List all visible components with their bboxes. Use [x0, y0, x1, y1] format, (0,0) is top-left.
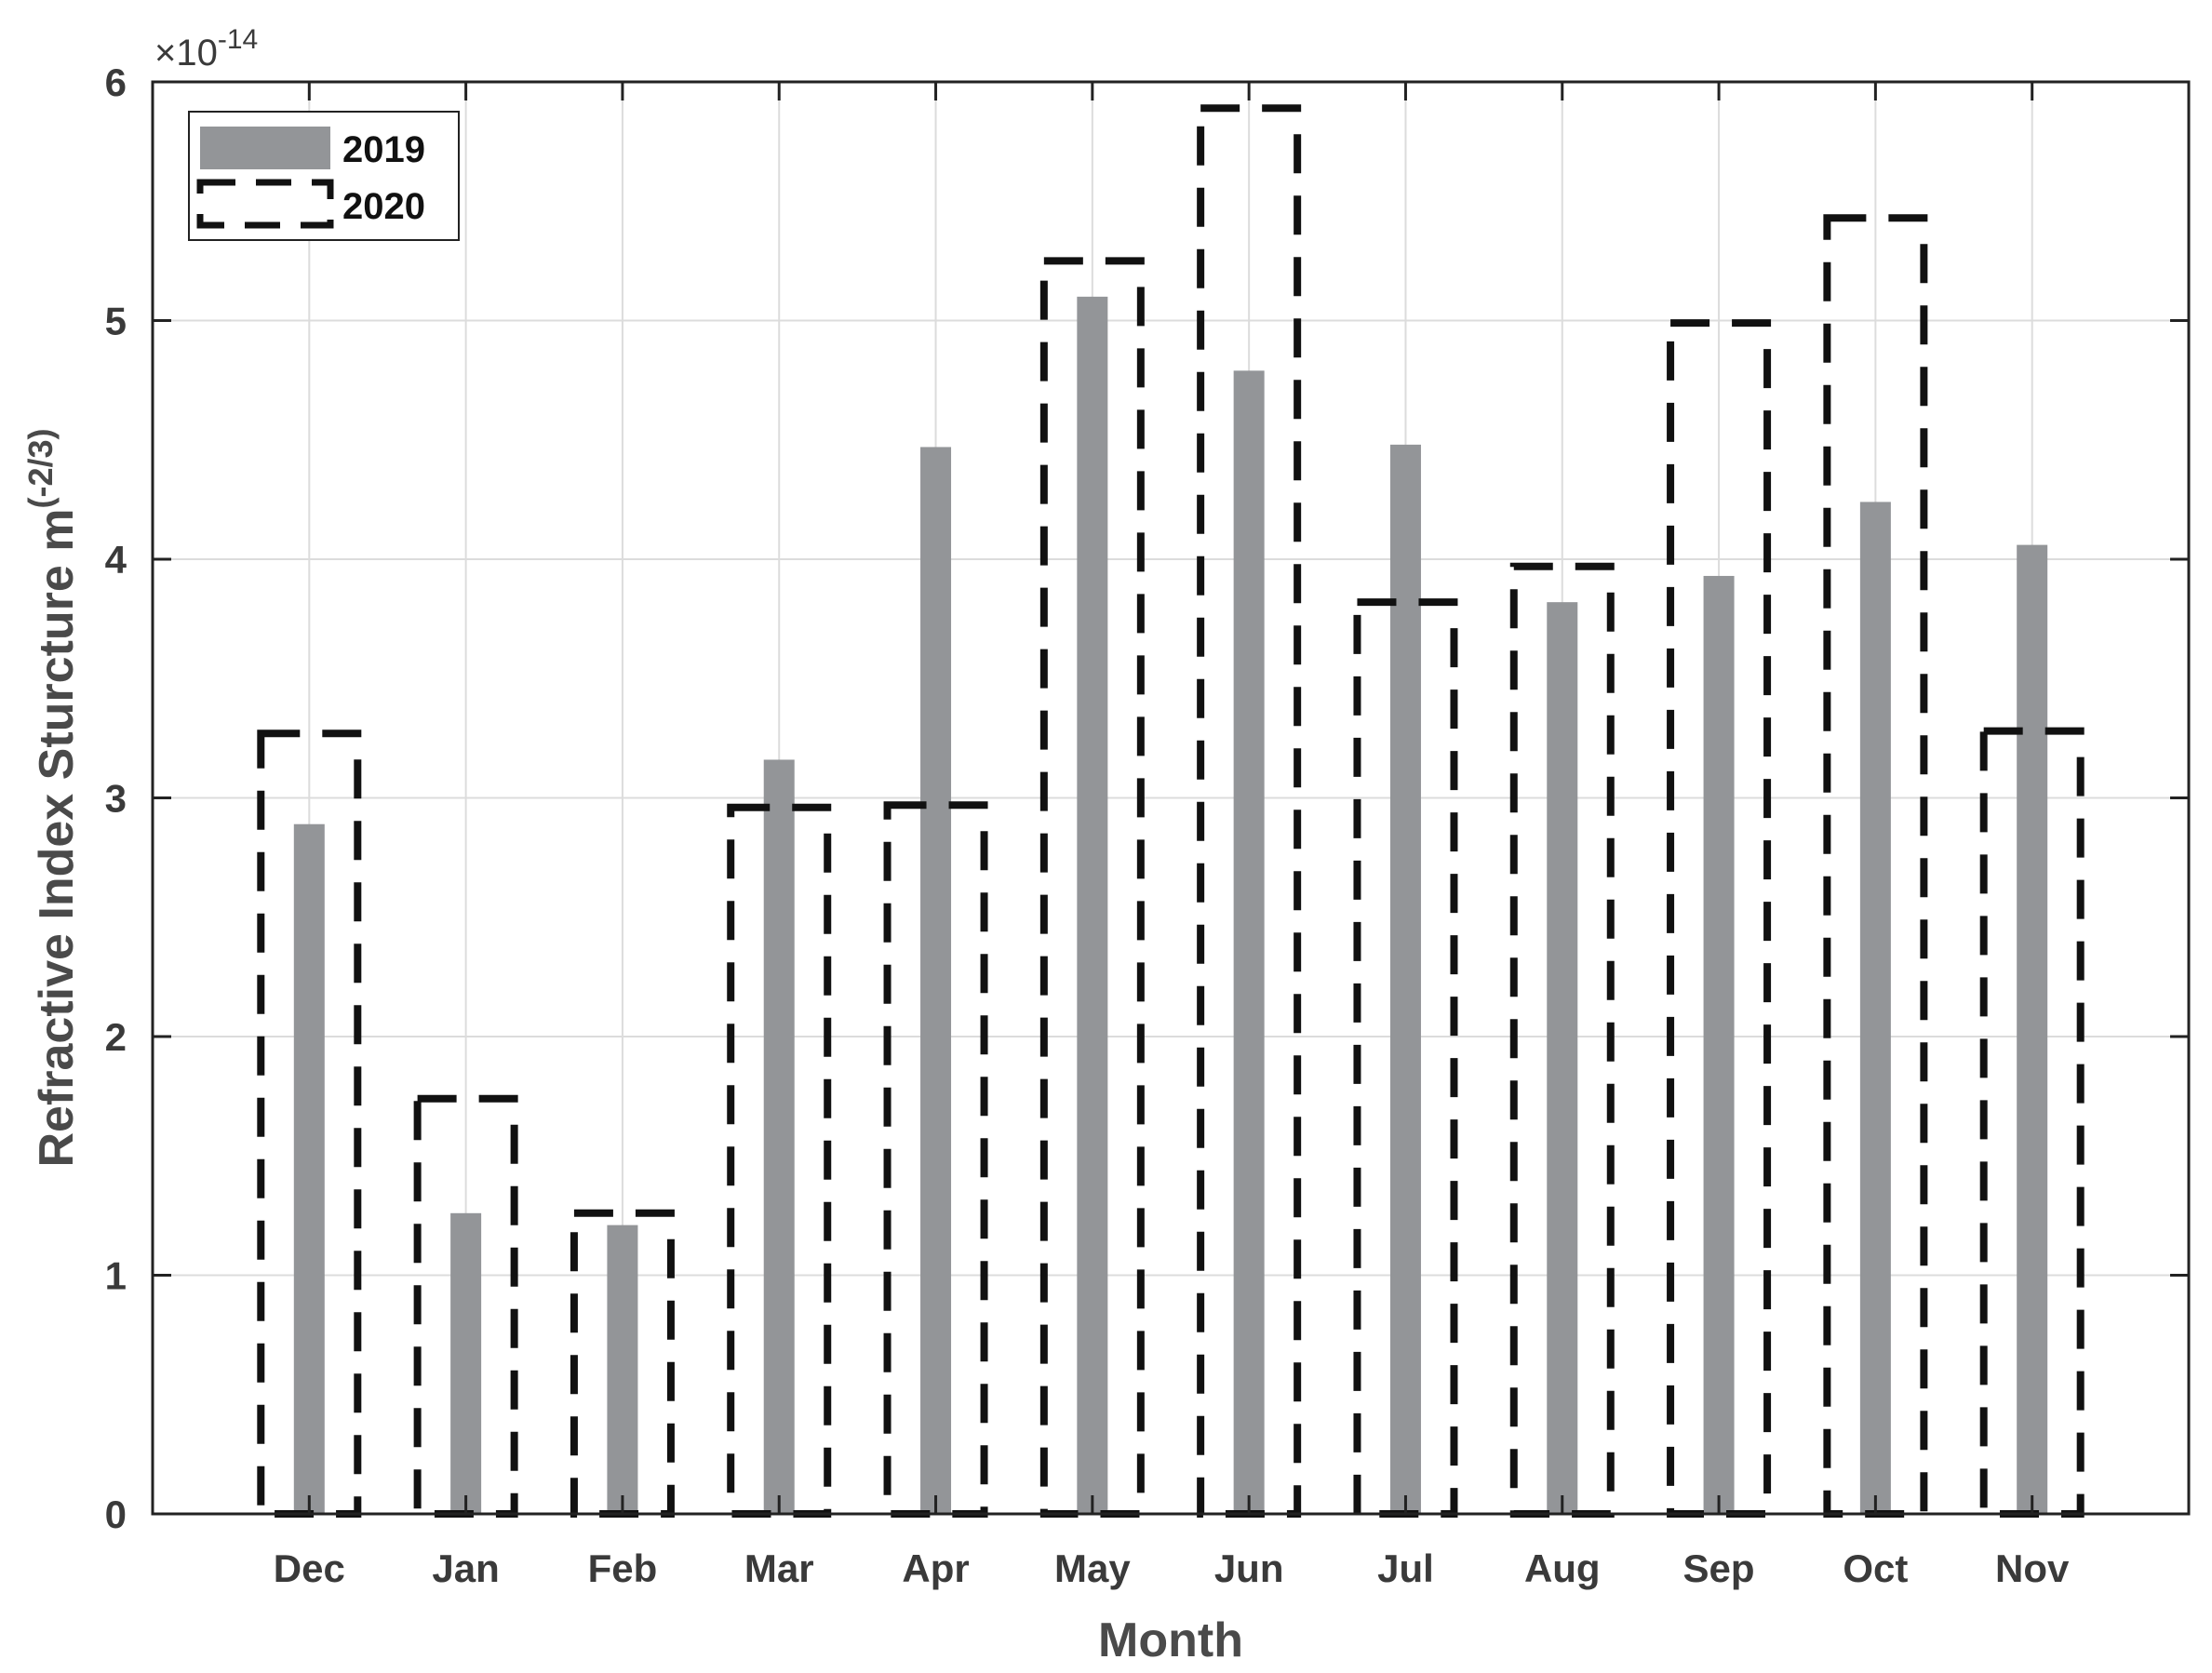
legend-label-2019: 2019 [342, 129, 425, 170]
bar-2020-sep [1667, 319, 1772, 1519]
x-tick-label: Feb [588, 1546, 658, 1590]
bar-2019-jul [1389, 444, 1421, 1514]
axis-ticks [153, 80, 2189, 1516]
bar-2020-apr [883, 801, 988, 1518]
legend-label-2020: 2020 [342, 186, 425, 227]
y-axis-label-text: Refractive Index Sturcture m [30, 508, 84, 1167]
y-tick-labels: 0 1 2 3 4 5 6 [105, 60, 127, 1536]
bar-2019-nov [2017, 544, 2048, 1514]
y-multiplier-exponent: -14 [218, 24, 258, 55]
x-tick-label: Apr [902, 1546, 969, 1590]
legend-swatch-2020 [196, 179, 334, 229]
y-tick-label: 0 [105, 1492, 127, 1536]
x-tick-label: May [1054, 1546, 1131, 1590]
bar-2019-may [1077, 296, 1108, 1515]
bar-2019-feb [607, 1225, 638, 1514]
bar-2020-mar [727, 803, 832, 1518]
y-tick-label: 5 [105, 300, 127, 343]
x-tick-label: Jan [432, 1546, 499, 1590]
x-tick-label: Aug [1524, 1546, 1601, 1590]
bar-2019-jan [450, 1212, 482, 1514]
y-tick-label: 2 [105, 1015, 127, 1059]
series-2020-bars [257, 104, 2085, 1519]
y-tick-label: 1 [105, 1254, 127, 1298]
y-axis-label-superscript: (-2/3) [21, 428, 60, 508]
x-tick-labels: Dec Jan Feb Mar Apr May Jun Jul Aug Sep Oct Nov [274, 1546, 2070, 1590]
x-tick-label: Mar [744, 1546, 814, 1590]
legend: 2019 2020 [188, 111, 460, 241]
bar-2019-apr [920, 447, 952, 1514]
x-tick-label: Jul [1377, 1546, 1434, 1590]
bar-2019-aug [1547, 602, 1578, 1514]
x-tick-label: Nov [1995, 1546, 2070, 1590]
series-2019-bars [293, 296, 2048, 1515]
x-tick-label: Oct [1843, 1546, 1908, 1590]
x-tick-label: Jun [1214, 1546, 1284, 1590]
x-tick-label: Dec [274, 1546, 345, 1590]
y-axis-label: Refractive Index Sturcture m(-2/3) [21, 428, 84, 1167]
legend-swatch-2019 [200, 127, 330, 169]
bar-2019-oct [1859, 502, 1891, 1515]
bar-2019-jun [1233, 370, 1265, 1514]
y-tick-label: 4 [105, 538, 127, 582]
y-multiplier: ×10-14 [154, 24, 258, 74]
bar-2019-sep [1703, 575, 1735, 1514]
y-multiplier-base: ×10 [154, 33, 218, 74]
bar-2020-aug [1509, 562, 1615, 1518]
y-tick-label: 3 [105, 777, 127, 821]
y-tick-label: 6 [105, 60, 127, 104]
bar-2019-mar [763, 759, 795, 1514]
bar-2019-dec [293, 823, 325, 1514]
x-tick-label: Sep [1683, 1546, 1755, 1590]
x-axis-label: Month [1098, 1613, 1243, 1667]
